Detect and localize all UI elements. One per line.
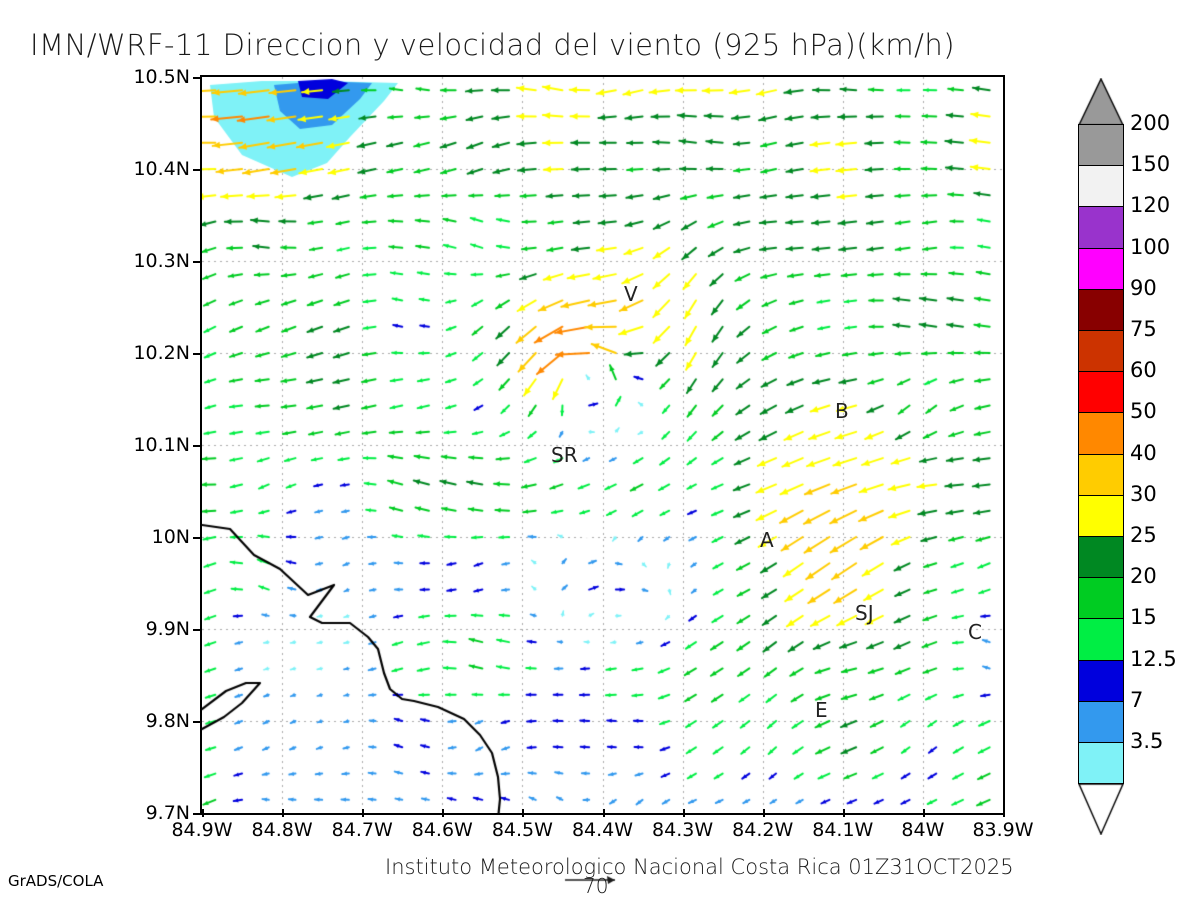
colorbar-cell[interactable]	[1078, 412, 1124, 455]
y-tick-label: 10.5N	[133, 66, 190, 88]
y-tick-mark	[193, 721, 202, 723]
x-tick-mark	[282, 809, 285, 817]
coastline	[202, 77, 1003, 813]
x-tick-label: 83.9W	[972, 819, 1034, 841]
reference-vector-arrow	[563, 868, 623, 898]
colorbar-cell[interactable]	[1078, 659, 1124, 702]
colorbar-cell[interactable]	[1078, 618, 1124, 661]
y-tick-label: 10.3N	[133, 250, 190, 272]
x-tick-mark	[442, 809, 445, 817]
colorbar-tick-label: 120	[1130, 193, 1171, 218]
colorbar-legend[interactable]: 200 150 120 100 90 75 60 50 40 30 25 20 15 12.5 7 3.5	[1078, 78, 1177, 836]
y-tick-mark	[193, 261, 202, 263]
y-tick-mark	[193, 629, 202, 631]
colorbar-cell[interactable]	[1078, 206, 1124, 249]
y-tick-label: 9.8N	[145, 710, 190, 732]
x-tick-label: 84.4W	[571, 819, 634, 841]
y-tick-mark	[193, 169, 202, 171]
y-tick-mark	[193, 537, 202, 539]
colorbar-cell[interactable]	[1078, 371, 1124, 414]
x-tick-mark	[1003, 809, 1005, 817]
x-tick-mark	[922, 809, 925, 817]
colorbar-cell[interactable]	[1078, 247, 1124, 290]
colorbar-tick-label: 200	[1130, 111, 1171, 135]
reference-vector-label: 70	[583, 874, 609, 898]
colorbar-cell[interactable]	[1078, 288, 1124, 331]
y-tick-label: 10N	[151, 526, 190, 548]
colorbar-cell[interactable]	[1078, 742, 1124, 785]
colorbar-tick-label: 7	[1130, 687, 1144, 712]
y-tick-mark	[193, 77, 202, 79]
colorbar-cell[interactable]	[1078, 124, 1124, 167]
x-tick-mark	[762, 809, 765, 817]
x-tick-label: 84.6W	[411, 819, 473, 841]
x-tick-mark	[522, 809, 525, 817]
colorbar-cell[interactable]	[1078, 453, 1124, 496]
y-tick-label: 9.9N	[145, 618, 190, 640]
colorbar-tick-label: 150	[1130, 152, 1171, 177]
colorbar-tick-label: 50	[1130, 399, 1157, 424]
y-tick-mark	[193, 353, 202, 355]
figure-title: IMN/WRF-11 Direccion y velocidad del vie…	[30, 28, 956, 62]
y-tick-label: 9.7N	[145, 802, 190, 824]
x-tick-mark	[602, 809, 605, 817]
x-tick-mark	[362, 809, 365, 817]
y-tick-mark	[193, 445, 202, 447]
colorbar-cell[interactable]	[1078, 536, 1124, 579]
colorbar-tick-label: 60	[1130, 358, 1157, 383]
y-tick-label: 10.2N	[133, 342, 190, 364]
x-tick-mark	[202, 809, 204, 817]
colorbar-tick-label: 20	[1130, 564, 1157, 589]
colorbar-tick-label: 30	[1130, 481, 1157, 506]
x-tick-label: 84W	[901, 819, 945, 841]
y-tick-label: 10.4N	[133, 158, 190, 180]
colorbar-cell[interactable]	[1078, 330, 1124, 373]
grads-credit: GrADS/COLA	[8, 872, 104, 890]
colorbar-cell[interactable]	[1078, 700, 1124, 743]
x-tick-mark	[682, 809, 685, 817]
colorbar-tick-label: 40	[1130, 440, 1157, 465]
colorbar-bottom-arrow	[1078, 783, 1124, 836]
y-tick-label: 10.1N	[133, 434, 190, 456]
map-plot-area[interactable]	[200, 75, 1005, 815]
colorbar-tick-label: 25	[1130, 523, 1157, 547]
colorbar-tick-label: 75	[1130, 317, 1157, 341]
colorbar-cell[interactable]	[1078, 165, 1124, 208]
x-tick-label: 84.1W	[812, 819, 874, 841]
x-tick-label: 84.7W	[331, 819, 393, 841]
colorbar-tick-label: 12.5	[1130, 646, 1177, 671]
colorbar-top-arrow	[1078, 78, 1124, 126]
x-tick-label: 84.2W	[732, 819, 794, 841]
colorbar-tick-label: 90	[1130, 275, 1157, 300]
x-tick-mark	[842, 809, 845, 817]
colorbar-cell[interactable]	[1078, 577, 1124, 620]
footer-institution: Instituto Meteorologico Nacional Costa R…	[385, 855, 1014, 879]
x-tick-label: 84.3W	[652, 819, 714, 841]
colorbar-tick-label: 15	[1130, 605, 1157, 630]
colorbar-tick-label: 3.5	[1130, 729, 1164, 753]
x-tick-label: 84.9W	[171, 819, 233, 841]
x-tick-label: 84.5W	[491, 819, 553, 841]
colorbar-cell[interactable]	[1078, 494, 1124, 537]
y-tick-mark	[193, 813, 202, 815]
x-tick-label: 84.8W	[251, 819, 313, 841]
colorbar-tick-label: 100	[1130, 234, 1171, 259]
